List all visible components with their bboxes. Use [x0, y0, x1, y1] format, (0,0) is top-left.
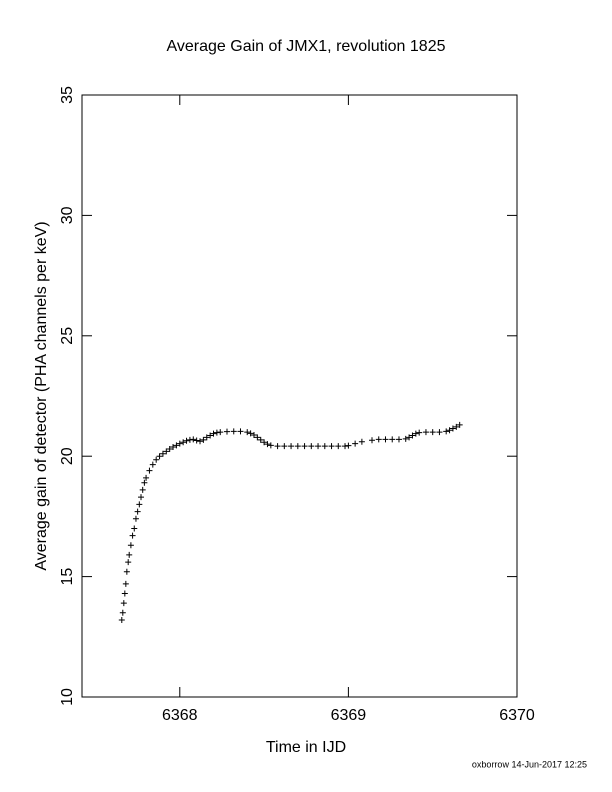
point — [230, 428, 237, 435]
point — [176, 440, 183, 447]
chart-title: Average Gain of JMX1, revolution 1825 — [167, 38, 446, 55]
point — [267, 442, 274, 449]
point — [244, 429, 251, 436]
point — [274, 443, 281, 450]
point — [163, 448, 170, 455]
point — [138, 494, 145, 501]
point — [382, 436, 389, 443]
y-tick-label: 20 — [59, 447, 76, 465]
point — [250, 432, 257, 439]
point — [224, 428, 230, 435]
y-tick-label: 30 — [59, 206, 76, 224]
plot-frame — [81, 94, 518, 698]
point — [129, 532, 136, 539]
point — [446, 427, 453, 434]
point — [173, 442, 180, 449]
point — [143, 474, 150, 481]
point — [118, 616, 125, 623]
point — [294, 443, 301, 450]
point — [288, 443, 295, 450]
point — [328, 443, 335, 450]
point — [375, 436, 382, 443]
point — [132, 515, 139, 522]
point — [261, 439, 268, 446]
point — [254, 434, 261, 441]
point — [335, 443, 342, 450]
point — [125, 559, 132, 566]
point — [146, 467, 153, 474]
point — [122, 580, 129, 587]
x-axis-label: Time in IJD — [266, 739, 346, 756]
point — [402, 435, 409, 442]
x-tick-label: 6368 — [162, 707, 198, 724]
point — [352, 440, 359, 447]
point — [308, 443, 315, 450]
point — [120, 600, 127, 607]
point — [180, 439, 187, 446]
x-tick-label: 6370 — [499, 707, 535, 724]
point — [123, 568, 130, 575]
point — [139, 486, 146, 493]
point — [409, 432, 416, 439]
point — [416, 429, 423, 436]
point — [237, 428, 244, 435]
point — [200, 436, 207, 443]
point — [119, 609, 126, 616]
point — [156, 453, 163, 460]
point — [257, 436, 264, 443]
point — [369, 437, 375, 444]
point — [345, 442, 352, 449]
point — [358, 438, 365, 445]
y-tick-label: 15 — [59, 568, 76, 586]
point — [141, 479, 148, 486]
point — [247, 430, 254, 437]
point — [264, 441, 271, 448]
point — [127, 542, 134, 549]
point — [443, 428, 450, 435]
x-tick-label: 6369 — [331, 707, 367, 724]
y-tick-label: 10 — [59, 688, 76, 706]
point — [170, 444, 177, 451]
footer: oxborrow 14-Jun-2017 12:25 — [472, 759, 587, 769]
point — [126, 551, 133, 558]
y-axis-label: Average gain of detector (PHA channels p… — [33, 221, 50, 570]
point — [436, 429, 443, 436]
point — [166, 445, 173, 452]
point — [453, 423, 460, 430]
point — [321, 443, 328, 450]
point — [412, 430, 419, 437]
point — [121, 590, 128, 597]
point — [197, 438, 204, 445]
point — [183, 437, 190, 444]
point — [429, 429, 436, 436]
point — [389, 436, 396, 443]
point — [217, 429, 224, 436]
point — [406, 434, 413, 441]
point — [210, 430, 217, 437]
point — [131, 525, 138, 532]
point — [281, 443, 288, 450]
point — [301, 443, 308, 450]
point — [159, 450, 166, 457]
point — [149, 461, 156, 468]
point — [207, 432, 214, 439]
point — [134, 508, 141, 515]
point — [315, 443, 322, 450]
point — [422, 429, 429, 436]
point — [456, 421, 463, 428]
point — [136, 501, 143, 508]
y-tick-label: 25 — [59, 327, 76, 345]
y-tick-label: 35 — [59, 86, 76, 104]
point — [153, 456, 160, 463]
point — [395, 436, 402, 443]
point — [203, 434, 210, 441]
point — [193, 437, 200, 444]
point — [190, 436, 197, 443]
point — [449, 425, 456, 432]
